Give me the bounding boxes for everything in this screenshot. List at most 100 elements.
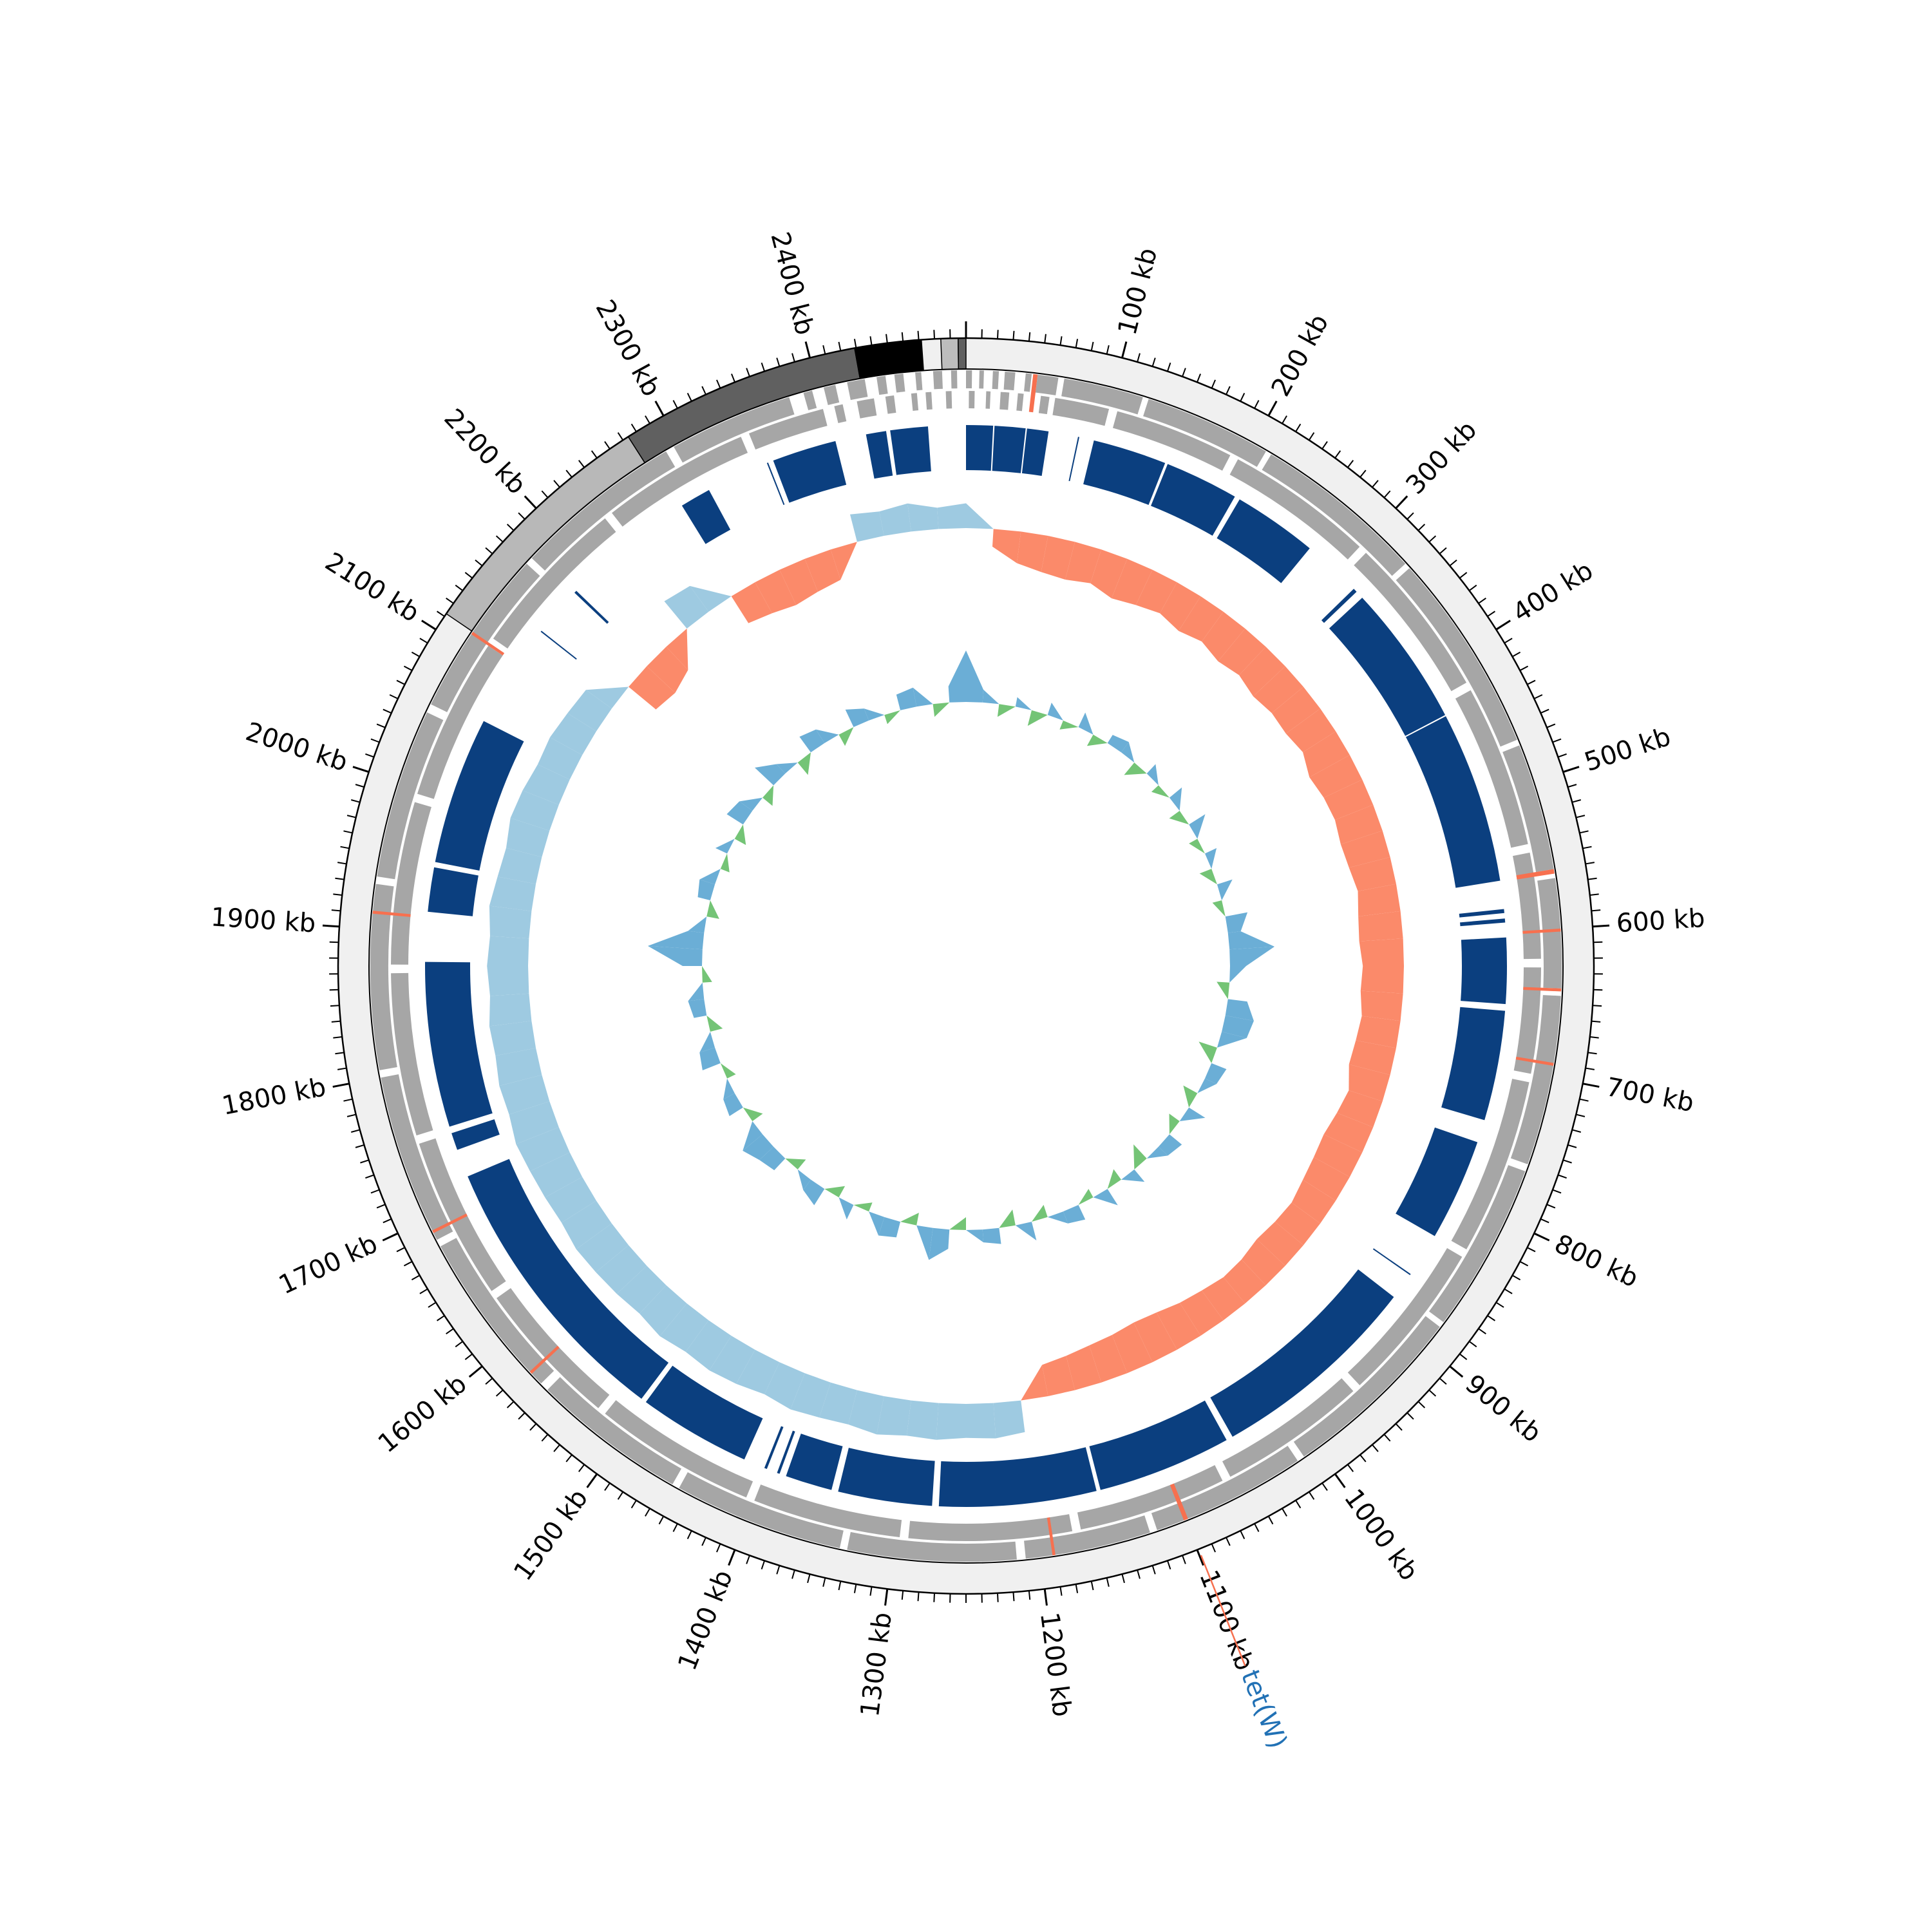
minor-tick [701, 1537, 706, 1546]
block [1441, 1007, 1506, 1121]
minor-tick [403, 1261, 413, 1267]
minor-tick [901, 332, 904, 342]
gc-skew-bar [690, 585, 732, 612]
gc-skew-bar [1160, 582, 1201, 631]
gc-skew-bar [992, 529, 1021, 564]
highlighted-gene [1170, 1483, 1188, 1520]
major-tick [586, 1473, 598, 1488]
tick-label: 1900 kb [210, 902, 317, 938]
minor-tick [838, 1581, 842, 1591]
major-tick [804, 341, 811, 359]
minor-tick [333, 893, 343, 896]
gene-forward [1003, 371, 1016, 391]
gene-forward [847, 1531, 1017, 1562]
minor-tick [1182, 1555, 1186, 1564]
minor-tick [1552, 1189, 1562, 1194]
gc-skew-bar [1090, 549, 1128, 599]
minor-tick [383, 1218, 392, 1224]
gc-content-bar [929, 1227, 950, 1260]
gc-content-bar [1121, 742, 1135, 763]
minor-tick [761, 362, 766, 372]
minor-tick [1075, 1584, 1079, 1593]
minor-tick [1591, 909, 1601, 912]
minor-tick [1182, 368, 1186, 377]
gc-skew-bar [666, 629, 688, 670]
gene-forward [531, 451, 676, 571]
minor-tick [630, 1500, 637, 1509]
minor-tick [1106, 1577, 1110, 1587]
minor-tick [343, 1098, 353, 1102]
minor-tick [1121, 1574, 1125, 1584]
minor-tick [1519, 1261, 1529, 1267]
gene-reverse [911, 393, 919, 411]
minor-tick [436, 1315, 445, 1321]
tick-label: 1000 kb [1338, 1484, 1424, 1586]
minor-tick [464, 1353, 473, 1360]
tick-label: 1300 kb [855, 1611, 898, 1719]
minor-tick [340, 846, 350, 849]
gc-content-bar [916, 1225, 933, 1260]
minor-tick [331, 909, 341, 912]
gc-skew-bar [1323, 779, 1374, 820]
block [1089, 1400, 1227, 1490]
gene-reverse [908, 1514, 1073, 1541]
minor-tick [1495, 1302, 1504, 1308]
minor-tick [1459, 1353, 1468, 1360]
gc-skew-bar [545, 1177, 596, 1223]
gene-reverse [391, 972, 433, 1136]
minor-tick [396, 1247, 405, 1253]
minor-tick [428, 1302, 437, 1308]
gc-content-bar [815, 729, 839, 743]
gc-content-bar [1225, 999, 1254, 1021]
gc-skew-bar [585, 687, 629, 709]
gc-content-bar [1197, 1078, 1217, 1094]
minor-tick [645, 415, 650, 424]
minor-tick [1449, 559, 1457, 567]
gene-track [370, 370, 1562, 1562]
gc-content-bar [647, 931, 705, 950]
gene-forward [823, 384, 840, 405]
gc-skew-bar [497, 848, 542, 884]
gc-skew-bar [1303, 731, 1350, 777]
gc-skew-bar [1179, 1290, 1224, 1336]
minor-tick [1546, 723, 1556, 728]
minor-tick [1571, 1129, 1582, 1133]
minor-tick [1589, 1036, 1599, 1039]
gene-forward [1061, 378, 1143, 415]
gene-reverse [1354, 553, 1467, 692]
gc-skew-bar [664, 585, 709, 629]
gc-content-bar [1212, 900, 1226, 917]
highlighted-gene [372, 911, 411, 917]
minor-tick [1044, 334, 1046, 343]
gc-content-bar [1225, 912, 1248, 933]
minor-tick [360, 1159, 370, 1164]
minor-tick [565, 469, 573, 478]
contig-segment [957, 337, 967, 370]
gene-forward [377, 712, 444, 880]
gene-reverse [1513, 967, 1541, 1074]
tick-label: 800 kb [1550, 1229, 1643, 1293]
major-tick [1495, 620, 1511, 630]
gene-reverse [1038, 395, 1050, 415]
gene-reverse [885, 395, 896, 414]
gc-skew-bar [1323, 1113, 1374, 1153]
gene-forward [894, 374, 905, 393]
gene-forward [915, 372, 923, 391]
block [773, 440, 847, 503]
gene-reverse [748, 409, 828, 450]
gc-content-bar [997, 704, 1016, 717]
minor-tick [1012, 330, 1015, 340]
block [681, 489, 731, 544]
gc-skew-bar [876, 1396, 911, 1436]
block [468, 1159, 669, 1399]
gc-skew-bar [499, 1075, 550, 1115]
gc-content-bar [720, 853, 730, 873]
gc-skew-bar [516, 1127, 570, 1171]
block [1396, 1127, 1478, 1236]
major-tick [421, 620, 437, 630]
gc-content-bar [1229, 946, 1275, 966]
gene-forward [431, 564, 540, 712]
gene-forward [370, 884, 397, 1070]
minor-tick [403, 665, 413, 671]
minor-tick [1487, 1315, 1496, 1321]
